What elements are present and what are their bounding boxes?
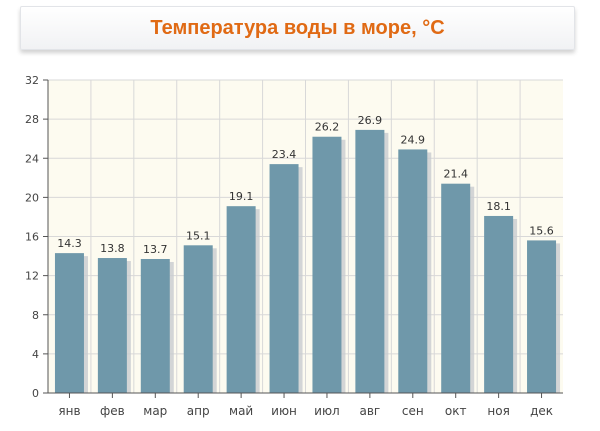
bar	[54, 253, 84, 393]
x-tick-label: сен	[402, 404, 424, 418]
bar	[355, 129, 385, 393]
x-tick-label: июн	[271, 404, 297, 418]
y-tick-label: 28	[25, 113, 39, 126]
bar	[226, 206, 256, 393]
value-label: 14.3	[57, 237, 82, 250]
y-tick-label: 4	[32, 348, 39, 361]
y-tick-label: 24	[25, 152, 39, 165]
bar	[269, 164, 299, 393]
bar	[140, 258, 170, 393]
bar	[398, 149, 428, 393]
y-tick-label: 12	[25, 270, 39, 283]
x-tick-label: май	[229, 404, 253, 418]
value-label: 18.1	[486, 200, 511, 213]
chart-title-banner: Температура воды в море, °C	[20, 6, 575, 50]
x-tick-label: июл	[314, 404, 340, 418]
bar	[312, 136, 342, 393]
value-label: 15.1	[186, 229, 211, 242]
value-label: 13.8	[100, 242, 125, 255]
y-tick-label: 16	[25, 231, 39, 244]
bar	[484, 215, 514, 393]
bar	[527, 240, 557, 393]
y-tick-label: 32	[25, 74, 39, 87]
x-tick-label: фев	[100, 404, 125, 418]
y-tick-label: 8	[32, 309, 39, 322]
bar	[441, 183, 471, 393]
bar	[97, 258, 127, 393]
y-tick-label: 20	[25, 191, 39, 204]
value-label: 26.2	[315, 121, 340, 134]
bar	[183, 245, 213, 393]
value-label: 19.1	[229, 190, 254, 203]
chart-title: Температура воды в море, °C	[150, 16, 445, 39]
value-label: 23.4	[272, 148, 297, 161]
y-tick-label: 0	[32, 387, 39, 400]
value-label: 26.9	[358, 114, 383, 127]
x-tick-label: дек	[530, 404, 553, 418]
x-tick-label: авг	[360, 404, 381, 418]
x-tick-label: ноя	[487, 404, 509, 418]
x-tick-label: янв	[58, 404, 80, 418]
x-tick-label: мар	[143, 404, 167, 418]
x-tick-label: окт	[445, 404, 467, 418]
x-tick-label: апр	[187, 404, 210, 418]
value-label: 15.6	[529, 224, 554, 237]
value-label: 24.9	[401, 133, 426, 146]
value-label: 21.4	[443, 168, 468, 181]
value-label: 13.7	[143, 243, 168, 256]
